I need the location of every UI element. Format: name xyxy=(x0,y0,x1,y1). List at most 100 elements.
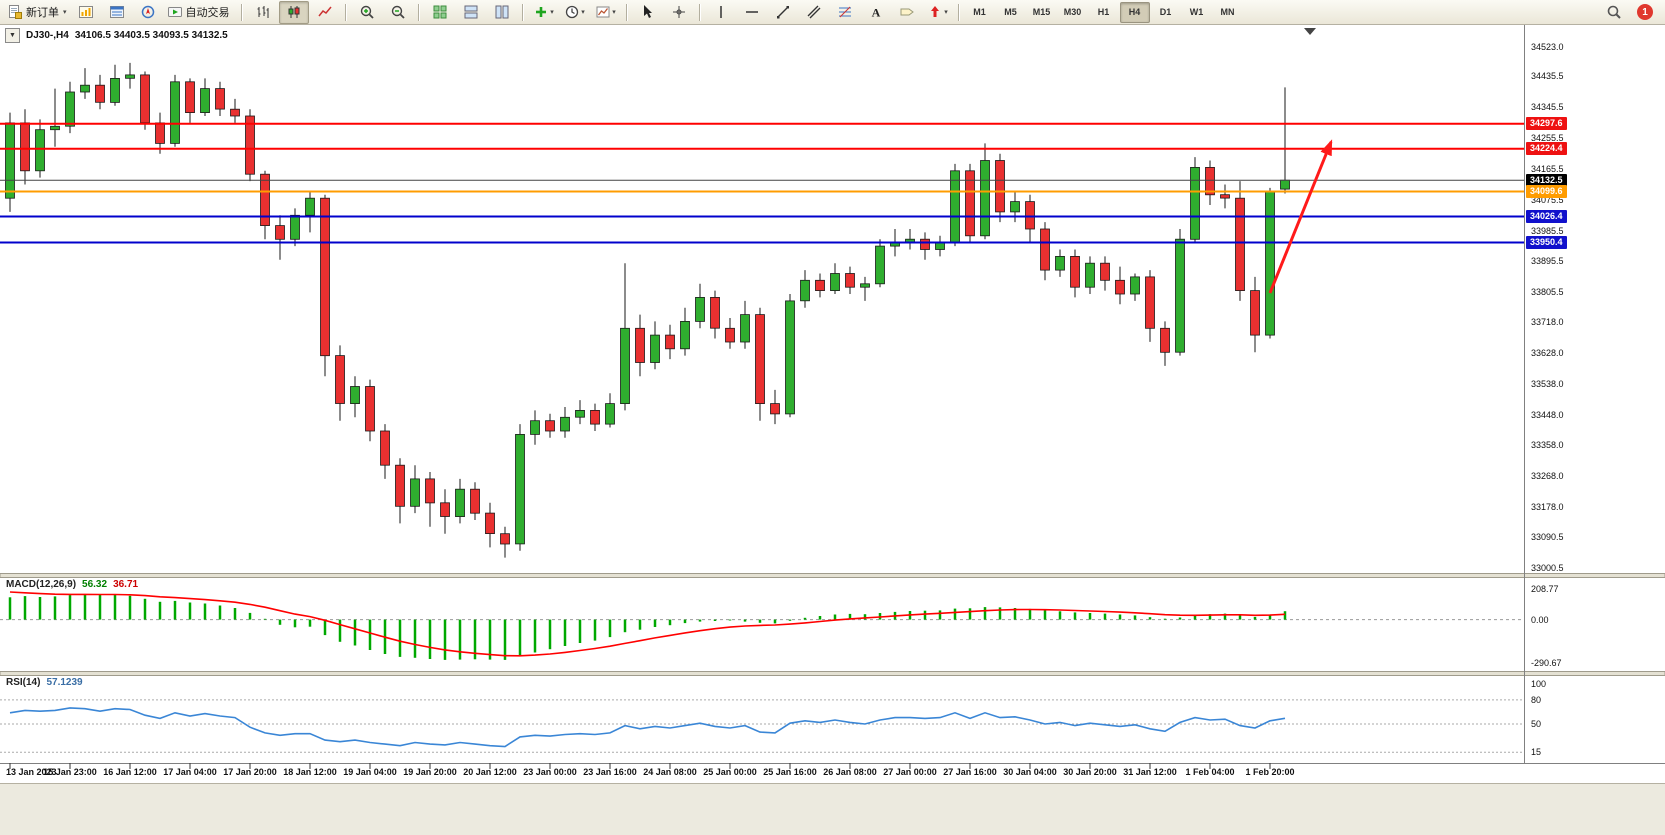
macd-label: MACD(12,26,9) 56.32 36.71 xyxy=(6,579,138,590)
macd-signal-value: 36.71 xyxy=(113,579,139,590)
rsi-line xyxy=(9,707,1286,748)
candle-body xyxy=(1025,201,1035,230)
price-tag-34132.5: 34132.5 xyxy=(1526,174,1567,187)
toolbar-templates-button[interactable]: ▾ xyxy=(591,1,621,24)
candle-body xyxy=(1220,194,1230,199)
toolbar-right: 1 xyxy=(1599,1,1661,24)
toolbar-bar-chart-mode-button[interactable] xyxy=(248,1,278,24)
candle-body xyxy=(425,478,435,504)
toolbar-tile-horizontally-button[interactable] xyxy=(456,1,486,24)
chart-shift-marker[interactable] xyxy=(1304,28,1316,35)
toolbar-new-order-button[interactable]: 新订单 ▾ xyxy=(4,1,70,24)
notification-badge[interactable]: 1 xyxy=(1637,4,1653,20)
price-axis-label: 34255.5 xyxy=(1531,133,1564,143)
toolbar-add-indicator-button[interactable]: ▾ xyxy=(529,1,559,24)
candle-body xyxy=(155,122,165,144)
auto-trading-label: 自动交易 xyxy=(185,7,230,19)
toolbar-line-chart-mode-button[interactable] xyxy=(310,1,340,24)
toolbar-separator xyxy=(417,3,420,21)
candle-body xyxy=(170,81,180,144)
candle-body xyxy=(305,197,315,216)
toolbar-crosshair-button[interactable] xyxy=(664,1,694,24)
price-axis-label: 33985.5 xyxy=(1531,226,1564,236)
rsi-value: 57.1239 xyxy=(46,677,83,688)
candle-body xyxy=(380,430,390,466)
rsi-label: RSI(14) 57.1239 xyxy=(6,677,83,688)
timeframe-d1-button[interactable]: D1 xyxy=(1159,7,1172,17)
svg-text:A: A xyxy=(871,6,880,20)
toolbar-periods-button[interactable]: ▾ xyxy=(560,1,590,24)
candle-body xyxy=(620,327,630,404)
toolbar-zoom-in-button[interactable] xyxy=(352,1,382,24)
toolbar-market-watch-button[interactable] xyxy=(71,1,101,24)
timeframe-mn-button[interactable]: MN xyxy=(1220,7,1235,17)
chevron-down-icon: ▾ xyxy=(581,9,585,16)
toolbar-tile-windows-button[interactable] xyxy=(425,1,455,24)
price-axis-label: 33448.0 xyxy=(1531,410,1564,420)
candle-body xyxy=(260,173,270,226)
timeframe-m5-button[interactable]: M5 xyxy=(1004,7,1017,17)
time-axis-label: 23 Jan 00:00 xyxy=(523,767,577,777)
zoom-out-icon xyxy=(390,4,406,20)
time-axis-label: 19 Jan 20:00 xyxy=(403,767,457,777)
time-axis-label: 27 Jan 16:00 xyxy=(943,767,997,777)
toolbar-text-tool-button[interactable]: A xyxy=(861,1,891,24)
candle-body xyxy=(1265,190,1275,336)
candle-body xyxy=(830,273,840,292)
candle-body xyxy=(1190,166,1200,240)
candle-body xyxy=(935,242,945,250)
candle-body xyxy=(515,433,525,545)
candle-body xyxy=(80,84,90,93)
timeframe-m15-button[interactable]: M15 xyxy=(1032,7,1051,17)
toolbar-channel-tool-button[interactable] xyxy=(799,1,829,24)
timeframe-h1-button[interactable]: H1 xyxy=(1097,7,1110,17)
toolbar-trendline-tool-button[interactable] xyxy=(768,1,798,24)
one-click-collapse-button[interactable]: ▼ xyxy=(5,28,20,43)
candle-body xyxy=(1160,327,1170,353)
panel-divider[interactable] xyxy=(0,573,1665,578)
chart-title-bar: ▼ DJ30-,H4 34106.5 34403.5 34093.5 34132… xyxy=(5,28,228,43)
candle-body xyxy=(545,420,555,432)
crosshair-icon xyxy=(671,4,687,20)
candle-body xyxy=(845,273,855,288)
toolbar-cursor-button[interactable] xyxy=(633,1,663,24)
time-axis-label: 26 Jan 08:00 xyxy=(823,767,877,777)
chart-window: ▼ DJ30-,H4 34106.5 34403.5 34093.5 34132… xyxy=(0,25,1665,835)
candle-body xyxy=(485,512,495,535)
time-axis-label: 24 Jan 08:00 xyxy=(643,767,697,777)
timeframe-w1-button[interactable]: W1 xyxy=(1189,7,1204,17)
toolbar-auto-trading-button[interactable]: 自动交易 xyxy=(164,1,236,24)
macd-signal-line xyxy=(9,591,1286,657)
toolbar-arrows-tool-button[interactable]: ▾ xyxy=(923,1,953,24)
timeframe-m30-button[interactable]: M30 xyxy=(1063,7,1082,17)
toolbar-fibonacci-tool-button[interactable] xyxy=(830,1,860,24)
toolbar-vertical-line-tool-button[interactable] xyxy=(706,1,736,24)
toolbar-horizontal-line-tool-button[interactable] xyxy=(737,1,767,24)
candle-body xyxy=(350,386,360,405)
timeframe-h4-button[interactable]: H4 xyxy=(1119,1,1150,23)
candle-body xyxy=(770,403,780,415)
toolbar-label-tool-button[interactable] xyxy=(892,1,922,24)
toolbar-tile-vertically-button[interactable] xyxy=(487,1,517,24)
price-axis-label: 34523.0 xyxy=(1531,42,1564,52)
price-chart-canvas[interactable] xyxy=(0,25,1665,783)
candle-body xyxy=(215,88,225,110)
timeframe-m1-button[interactable]: M1 xyxy=(973,7,986,17)
toolbar-zoom-out-button[interactable] xyxy=(383,1,413,24)
toolbar-candle-chart-mode-button[interactable] xyxy=(278,0,309,24)
candle-body xyxy=(140,74,150,124)
candle-body xyxy=(455,488,465,518)
price-axis-label: 33805.5 xyxy=(1531,287,1564,297)
toolbar-data-window-button[interactable] xyxy=(102,1,132,24)
toolbar-navigator-button[interactable] xyxy=(133,1,163,24)
candle-body xyxy=(530,420,540,435)
candle-body xyxy=(1085,262,1095,288)
toolbar-separator xyxy=(240,3,243,21)
candle-body xyxy=(95,84,105,103)
trend-arrow-annotation[interactable] xyxy=(1268,139,1333,294)
panel-divider[interactable] xyxy=(0,671,1665,676)
autotrading-icon xyxy=(167,4,183,20)
candle-body xyxy=(35,129,45,172)
candle-body xyxy=(410,478,420,507)
search-button[interactable] xyxy=(1599,1,1629,24)
